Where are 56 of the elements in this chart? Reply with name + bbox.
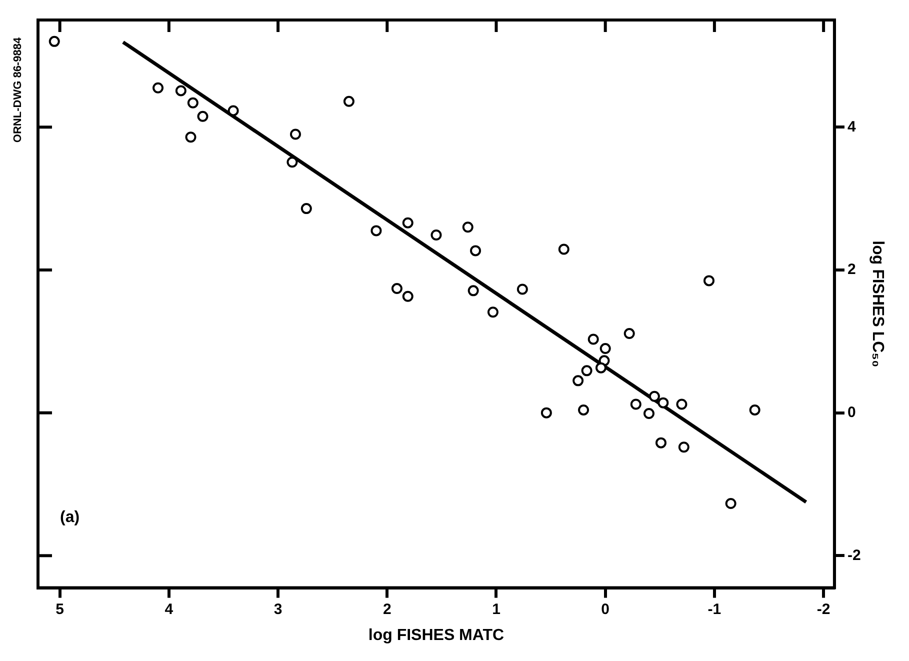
point [676,398,688,410]
point [572,375,584,386]
x-tick-label: -1 [708,600,722,618]
y-tick-label: 4 [847,118,856,136]
point [655,437,666,448]
point [630,398,642,410]
text: ORNL-DWG 86-9884 [12,36,24,143]
x-axis-title: log FISHES MATC [368,626,505,644]
point [468,285,479,296]
point [600,343,611,354]
x-tick-label: -2 [816,600,830,618]
point [595,362,606,374]
point [643,408,654,420]
point [648,390,660,402]
x-tick-label: 0 [601,600,610,618]
point [300,203,312,214]
point [430,229,442,240]
point [286,156,298,168]
y-tick-label: -2 [847,546,861,564]
point [343,96,354,107]
point [228,105,239,116]
point [290,128,301,140]
point [185,132,196,143]
x-tick-label: 2 [382,600,392,618]
point [175,85,186,96]
x-tick-label: 3 [274,600,282,618]
point [703,275,714,286]
y-tick-label: 0 [847,404,856,421]
point [578,404,590,416]
point [540,407,552,418]
point [152,82,164,94]
point [749,404,760,416]
point [402,290,414,302]
point [658,397,669,408]
x-tick-label: 1 [492,600,500,618]
annotation: (a) [60,509,80,526]
x-tick-label: 4 [164,600,174,618]
point [487,306,498,318]
point [187,97,198,108]
y-axis-title: log FISHES LC₅₀ [868,240,886,368]
point [462,222,474,233]
point [581,365,592,376]
point [725,498,736,510]
point [558,244,570,255]
point [402,217,414,228]
point [624,328,635,340]
y-tick-label: 2 [847,261,856,278]
point [678,442,690,453]
x-tick-label: 5 [56,600,64,618]
point [370,225,382,236]
point [470,245,482,256]
point [48,36,60,47]
point [391,283,402,294]
point [588,334,599,345]
point [197,110,208,122]
point [516,284,528,295]
